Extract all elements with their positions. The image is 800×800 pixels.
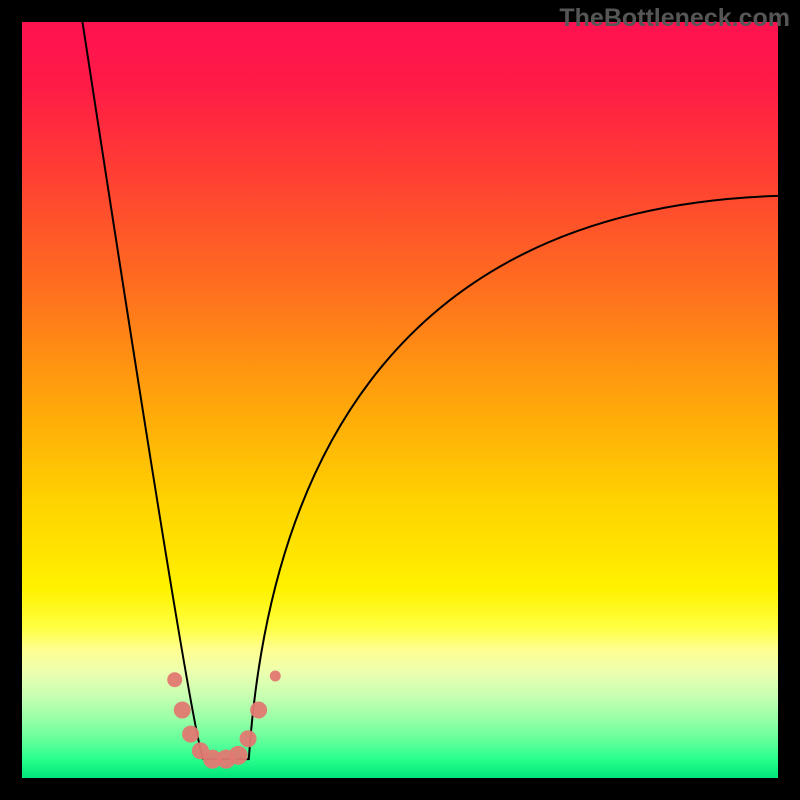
plot-background [22,22,778,778]
marker-dot [270,671,280,681]
marker-dot [229,746,247,764]
marker-dot [174,702,190,718]
marker-dot [168,673,182,687]
marker-dot [251,702,267,718]
marker-dot [183,726,199,742]
marker-dot [240,731,256,747]
chart-svg [0,0,800,800]
chart-stage: TheBottleneck.com [0,0,800,800]
